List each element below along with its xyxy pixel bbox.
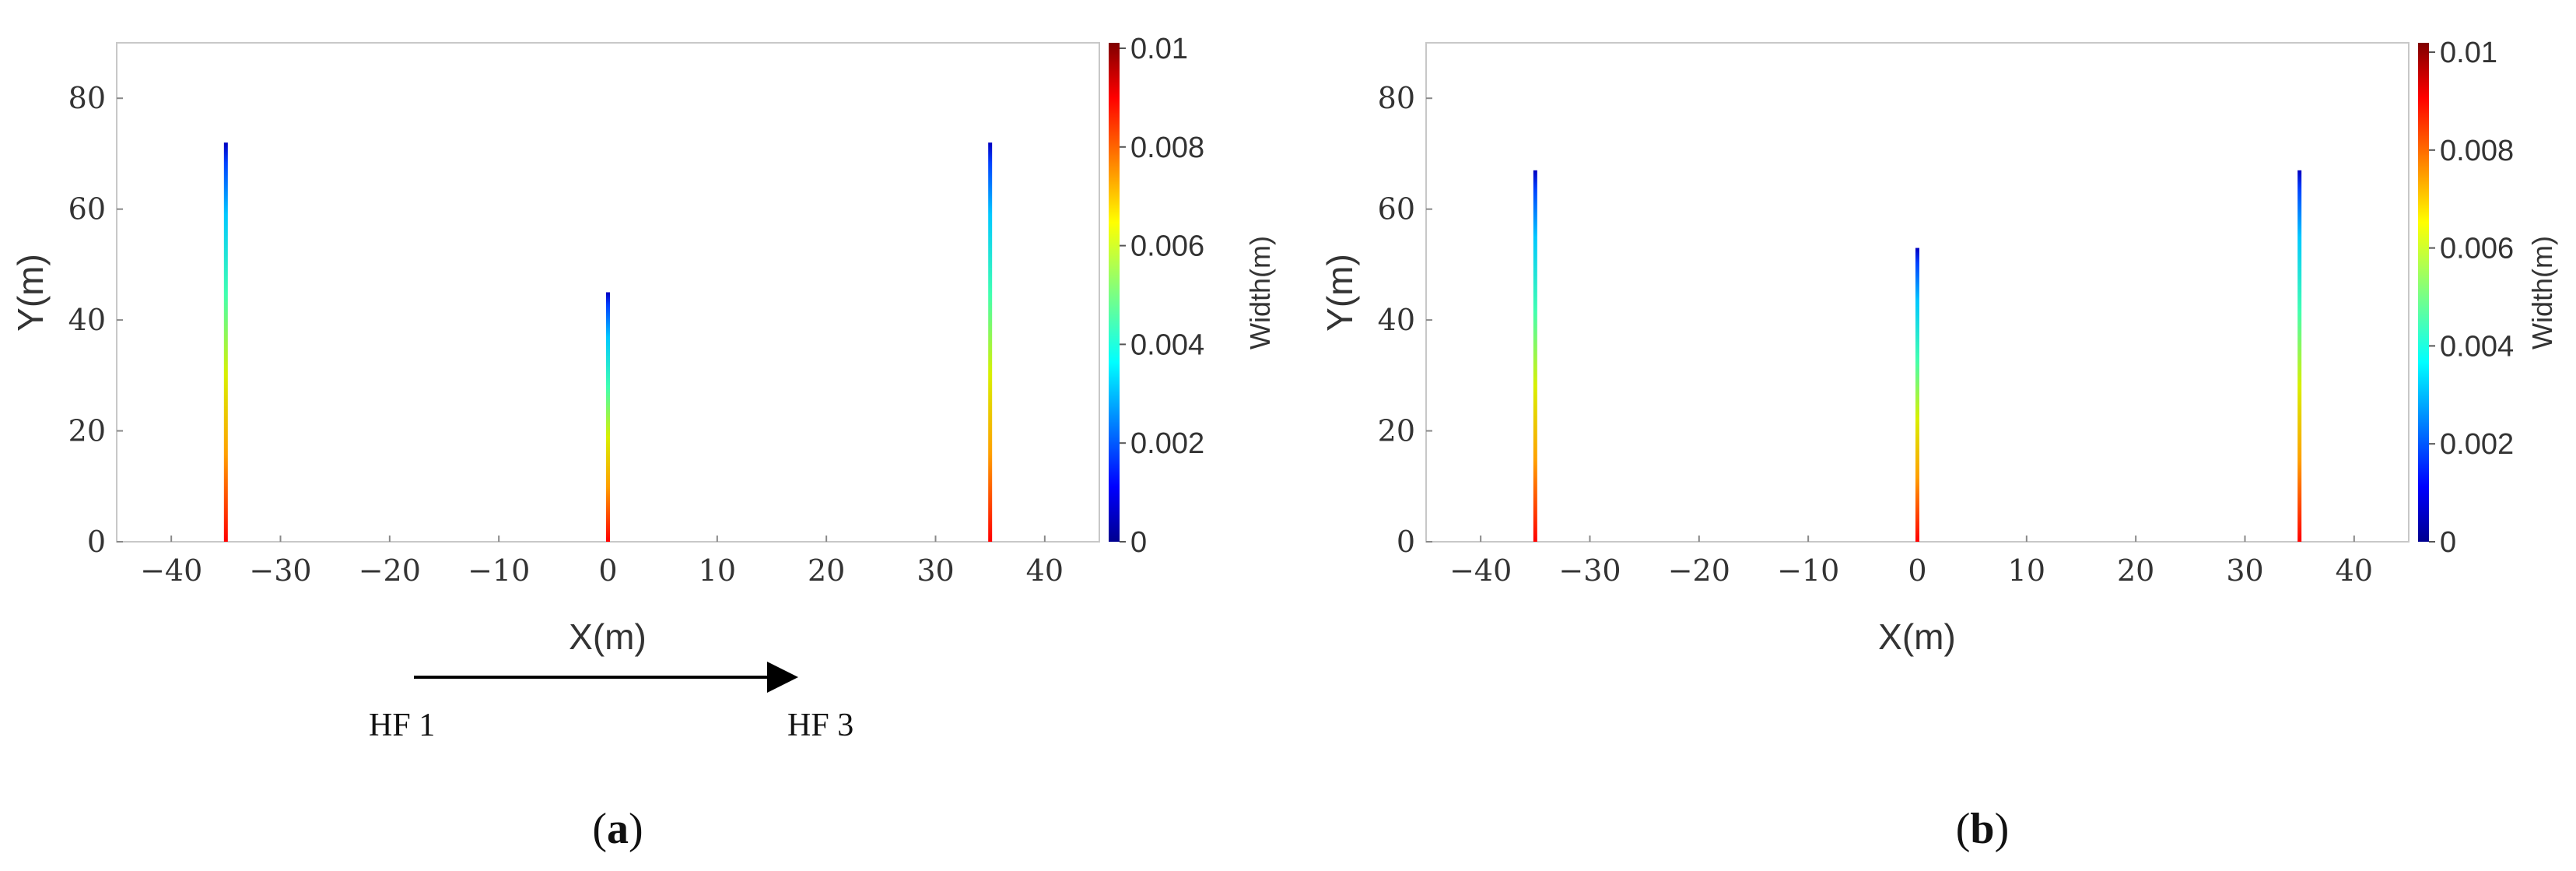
x-tick-label: 30 — [916, 553, 954, 588]
x-tick-label: −10 — [468, 553, 530, 588]
y-tick-label: 80 — [68, 81, 106, 115]
colorbar-tick-label: 0.008 — [1130, 132, 1204, 164]
colorbar-tick-label: 0 — [2440, 526, 2456, 559]
y-tick-label: 40 — [68, 303, 106, 337]
y-tick-label: 0 — [87, 525, 106, 559]
colorbar-ticks-a: 0 0.002 0.004 0.006 0.008 0.01 — [1120, 33, 1204, 559]
fractures-a — [223, 142, 993, 542]
colorbar-ticks-b: 0 0.002 0.004 0.006 0.008 0.01 — [2429, 37, 2514, 559]
panel-label-a: (a) — [592, 805, 643, 853]
fracture-line — [1915, 248, 1919, 542]
x-axis-label-a: X(m) — [569, 616, 647, 657]
y-tick-label: 20 — [1378, 414, 1415, 448]
x-tick-label: −20 — [1668, 553, 1730, 588]
x-tick-label: −30 — [249, 553, 311, 588]
x-tick-label: 40 — [2336, 553, 2373, 588]
x-tick-label: −30 — [1558, 553, 1621, 588]
fracture-line — [2297, 170, 2302, 543]
colorbar-tick-label: 0.002 — [2440, 428, 2514, 461]
colorbar-tick-label: 0.01 — [2440, 37, 2497, 69]
y-ticks-a: 0 20 40 60 80 — [68, 81, 123, 559]
colorbar-b — [2418, 43, 2429, 542]
y-axis-label-a: Y(m) — [10, 254, 51, 332]
colorbar-tick-label: 0.002 — [1130, 427, 1204, 460]
colorbar-label-a: Width(m) — [1244, 236, 1276, 349]
x-tick-label: 0 — [1908, 553, 1926, 588]
x-tick-label: 10 — [2008, 553, 2045, 588]
colorbar-tick-label: 0.006 — [2440, 233, 2514, 265]
fracture-line — [988, 142, 993, 542]
y-tick-label: 0 — [1397, 525, 1415, 559]
fracture-line — [606, 292, 610, 542]
x-tick-label: 30 — [2226, 553, 2263, 588]
x-ticks-b: −40 −30 −20 −10 0 10 20 30 40 — [1449, 536, 2373, 588]
x-tick-label: −10 — [1777, 553, 1839, 588]
colorbar-label-b: Width(m) — [2526, 236, 2558, 349]
colorbar-tick-label: 0.01 — [1130, 33, 1188, 65]
y-ticks-b: 0 20 40 60 80 — [1378, 81, 1432, 559]
y-tick-label: 60 — [68, 192, 106, 227]
colorbar-tick-label: 0.006 — [1130, 230, 1204, 263]
x-tick-label: −40 — [1449, 553, 1512, 588]
x-ticks-a: −40 −30 −20 −10 0 10 20 30 40 — [140, 536, 1064, 588]
y-tick-label: 40 — [1378, 303, 1415, 337]
panel-a: −40 −30 −20 −10 0 10 20 30 40 0 20 40 60 80 X(m) Y(m… — [10, 33, 1276, 853]
y-tick-label: 80 — [1378, 81, 1415, 115]
x-axis-label-b: X(m) — [1878, 616, 1956, 657]
x-tick-label: 0 — [598, 553, 617, 588]
x-tick-label: 20 — [808, 553, 845, 588]
x-tick-label: 10 — [699, 553, 736, 588]
arrow-start-label: HF 1 — [369, 708, 435, 743]
panel-b: −40 −30 −20 −10 0 10 20 30 40 0 20 40 60 80 X(m) Y(m… — [1320, 37, 2558, 853]
colorbar-a — [1109, 43, 1120, 542]
x-tick-label: 20 — [2117, 553, 2154, 588]
colorbar-tick-label: 0 — [1130, 526, 1147, 559]
fractures-b — [1533, 170, 2302, 543]
y-tick-label: 20 — [68, 414, 106, 448]
panel-label-b: (b) — [1956, 805, 2009, 853]
x-tick-label: −20 — [359, 553, 421, 588]
colorbar-tick-label: 0.004 — [2440, 330, 2514, 363]
y-axis-label-b: Y(m) — [1320, 254, 1360, 332]
colorbar-tick-label: 0.008 — [2440, 135, 2514, 167]
colorbar-tick-label: 0.004 — [1130, 328, 1204, 361]
y-tick-label: 60 — [1378, 192, 1415, 227]
fracture-line — [1533, 170, 1537, 543]
x-tick-label: −40 — [140, 553, 202, 588]
fracture-line — [223, 142, 228, 542]
x-tick-label: 40 — [1026, 553, 1064, 588]
arrow-end-label: HF 3 — [787, 708, 853, 743]
